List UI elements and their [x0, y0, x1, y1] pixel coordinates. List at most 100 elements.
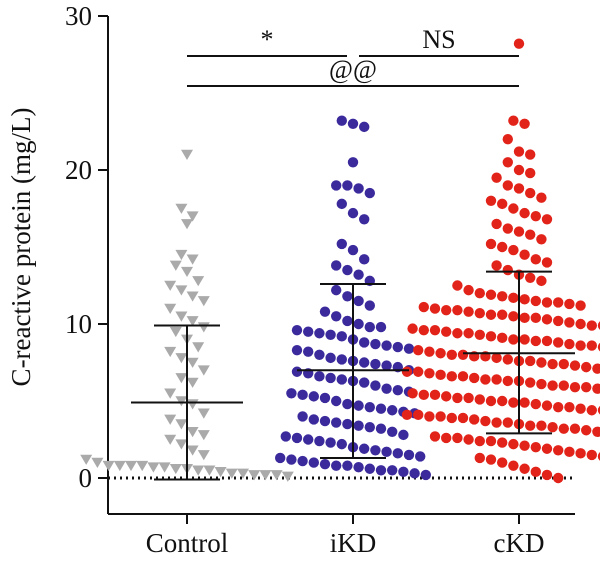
- data-point: [519, 397, 530, 408]
- data-point: [314, 328, 325, 339]
- data-point: [525, 149, 536, 160]
- data-point: [424, 411, 435, 422]
- significance-annotations: * NS @@: [187, 25, 519, 87]
- data-point: [197, 430, 210, 441]
- data-point: [413, 409, 424, 421]
- x-tick-label: cKD: [494, 528, 545, 558]
- data-point: [342, 418, 353, 430]
- data-point: [280, 431, 291, 442]
- data-point: [547, 380, 558, 391]
- data-point: [336, 198, 347, 210]
- data-point: [530, 254, 541, 265]
- data-point: [502, 375, 513, 387]
- data-point: [564, 298, 575, 310]
- data-point: [530, 466, 541, 478]
- data-point: [319, 392, 331, 404]
- data-point: [480, 415, 491, 427]
- data-point: [375, 465, 387, 476]
- data-point: [364, 401, 375, 413]
- data-point: [91, 457, 104, 468]
- data-point: [387, 405, 398, 416]
- data-point: [525, 377, 536, 388]
- data-point: [463, 284, 474, 296]
- data-point: [530, 398, 541, 410]
- data-point: [597, 321, 600, 330]
- data-point: [308, 457, 319, 468]
- data-point: [592, 426, 600, 437]
- data-point: [125, 460, 137, 472]
- data-point: [575, 340, 586, 351]
- annotation-label: *: [261, 25, 274, 54]
- data-groups: [80, 38, 600, 484]
- annotation-label: NS: [422, 25, 455, 54]
- data-point: [452, 304, 463, 316]
- data-point: [508, 334, 519, 345]
- data-point: [553, 401, 564, 413]
- data-point: [491, 417, 502, 428]
- data-point: [564, 401, 575, 413]
- data-point: [359, 121, 370, 133]
- data-point: [463, 328, 474, 339]
- data-point: [541, 400, 553, 411]
- data-point: [497, 437, 508, 448]
- data-point: [259, 470, 272, 481]
- data-point: [175, 439, 188, 450]
- data-point: [497, 332, 508, 344]
- data-point: [547, 358, 558, 370]
- data-point: [530, 211, 541, 222]
- data-point: [581, 425, 592, 436]
- data-point: [413, 344, 424, 356]
- data-point: [175, 203, 188, 214]
- data-point: [581, 361, 592, 373]
- data-point: [331, 395, 342, 407]
- data-point: [359, 357, 370, 368]
- data-point: [186, 377, 199, 388]
- data-point: [387, 465, 398, 476]
- data-point: [303, 346, 314, 357]
- data-point: [558, 358, 569, 370]
- data-point: [314, 435, 325, 447]
- data-point: [314, 371, 325, 382]
- data-point: [308, 414, 319, 425]
- data-point: [214, 467, 227, 478]
- data-point: [474, 308, 485, 319]
- data-point: [485, 395, 497, 407]
- data-point: [331, 460, 342, 471]
- data-point: [441, 326, 452, 337]
- data-point: [248, 470, 261, 481]
- data-point: [370, 380, 381, 391]
- y-tick-label: 10: [65, 309, 92, 339]
- data-point: [592, 363, 600, 374]
- data-point: [164, 434, 177, 445]
- data-point: [381, 340, 392, 351]
- data-point: [429, 303, 441, 314]
- data-point: [319, 458, 331, 470]
- data-point: [513, 183, 525, 194]
- data-point: [513, 146, 525, 157]
- data-point: [342, 291, 353, 302]
- data-point: [463, 392, 474, 404]
- data-point: [175, 249, 188, 261]
- data-point: [398, 466, 409, 478]
- data-point: [297, 455, 308, 467]
- stat-control: [131, 324, 243, 481]
- data-point: [364, 321, 375, 333]
- data-point: [525, 187, 536, 199]
- data-point: [513, 226, 525, 237]
- data-point: [558, 423, 569, 434]
- data-point: [175, 285, 188, 296]
- data-point: [381, 383, 392, 394]
- data-point: [502, 354, 513, 365]
- data-point: [508, 460, 519, 471]
- data-point: [359, 254, 370, 265]
- data-point: [519, 463, 530, 474]
- data-point: [530, 335, 541, 347]
- data-point: [169, 260, 182, 271]
- data-point: [491, 260, 502, 271]
- data-point: [420, 469, 431, 481]
- data-point: [446, 349, 457, 360]
- data-point: [186, 357, 199, 368]
- data-point: [525, 229, 536, 240]
- data-point: [541, 469, 553, 481]
